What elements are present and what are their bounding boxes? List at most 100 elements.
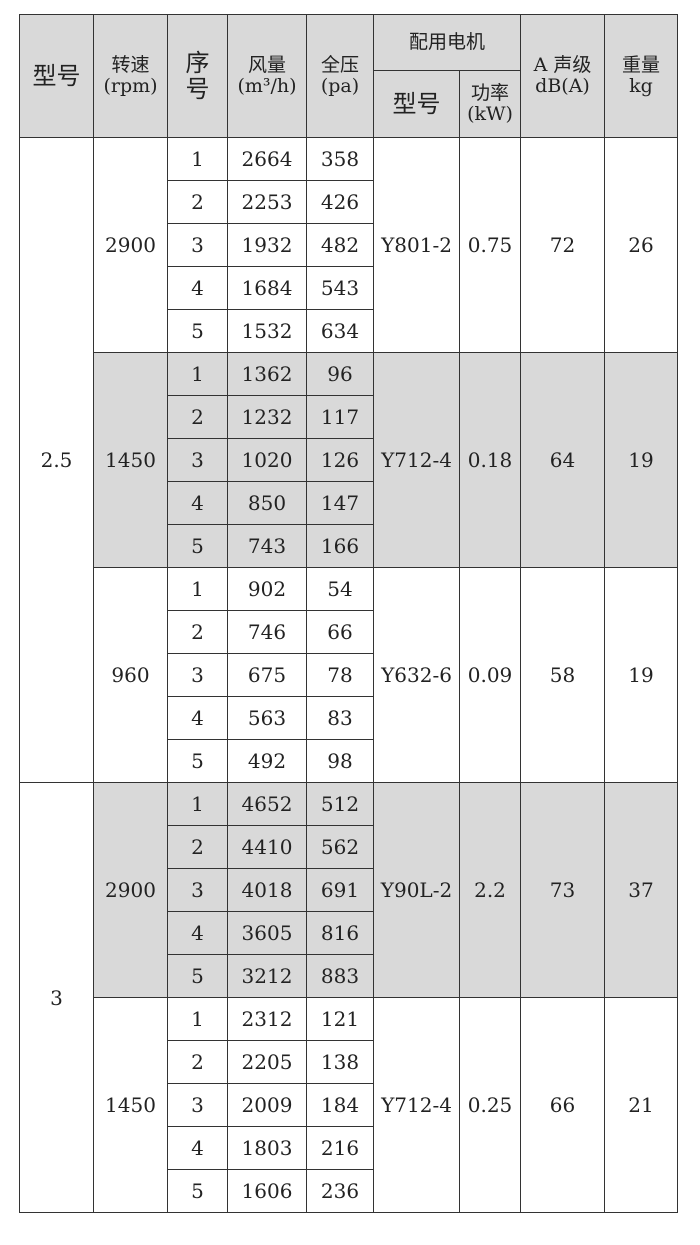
seq-cell: 2: [167, 1040, 228, 1084]
pressure-cell: 83: [306, 696, 374, 740]
table-row: 2 746 66: [20, 610, 678, 654]
weight-cell: 26: [604, 137, 679, 353]
speed-cell: 2900: [93, 782, 168, 998]
seq-cell: 2: [167, 180, 228, 224]
flow-cell: 3605: [227, 911, 307, 955]
header-weight: 重量 kg: [604, 14, 679, 138]
speed-cell: 1450: [93, 352, 168, 568]
table-row: 3 2009 184: [20, 1083, 678, 1127]
table-row: 3 2900 1 4652 512 Y90L-2 2.2 73 37: [19, 782, 679, 1213]
motor-model-cell: Y712-4: [373, 352, 460, 568]
pressure-cell: 54: [306, 567, 374, 611]
flow-cell: 1232: [227, 395, 307, 439]
table-row: 5 492 98: [20, 739, 678, 783]
pressure-cell: 691: [306, 868, 374, 912]
table-row: 4 1803 216: [20, 1126, 678, 1170]
header-motor-model: 型号: [373, 70, 460, 138]
noise-cell: 64: [520, 352, 606, 568]
pressure-cell: 634: [306, 309, 374, 353]
seq-cell: 2: [167, 395, 228, 439]
flow-cell: 902: [227, 567, 307, 611]
seq-cell: 3: [167, 223, 228, 267]
seq-cell: 1: [167, 997, 228, 1041]
noise-cell: 73: [520, 782, 606, 998]
flow-cell: 2664: [227, 137, 307, 181]
seq-cell: 4: [167, 696, 228, 740]
pressure-cell: 138: [306, 1040, 374, 1084]
table-row: 5 1606 236: [20, 1169, 678, 1213]
table-row: 2 4410 562: [20, 825, 678, 869]
header-flow: 风量 (m³/h): [227, 14, 307, 138]
table-row: 3 675 78: [20, 653, 678, 697]
header-model: 型号: [19, 14, 94, 138]
table-row: 2 1232 117: [20, 395, 678, 439]
pressure-cell: 358: [306, 137, 374, 181]
model-cell: 3: [19, 782, 94, 1213]
flow-cell: 1684: [227, 266, 307, 310]
seq-cell: 5: [167, 739, 228, 783]
flow-cell: 1020: [227, 438, 307, 482]
header-motor: 配用电机: [372, 14, 522, 71]
header-seq: 序号: [167, 14, 228, 138]
seq-cell: 3: [167, 653, 228, 697]
table-row: 1450 1 2312 121 Y712-4 0.25 66 21: [20, 997, 679, 1213]
flow-cell: 1932: [227, 223, 307, 267]
speed-cell: 960: [93, 567, 168, 783]
seq-cell: 2: [167, 825, 228, 869]
seq-cell: 4: [167, 911, 228, 955]
pressure-cell: 78: [306, 653, 374, 697]
seq-cell: 1: [167, 567, 228, 611]
noise-cell: 66: [520, 997, 606, 1213]
flow-cell: 1532: [227, 309, 307, 353]
header-speed: 转速 (rpm): [93, 14, 168, 138]
motor-model-cell: Y90L-2: [373, 782, 460, 998]
seq-cell: 5: [167, 1169, 228, 1213]
noise-cell: 72: [520, 137, 606, 353]
flow-cell: 743: [227, 524, 307, 568]
seq-cell: 5: [167, 524, 228, 568]
flow-cell: 1803: [227, 1126, 307, 1170]
weight-cell: 19: [604, 352, 679, 568]
pressure-cell: 184: [306, 1083, 374, 1127]
flow-cell: 492: [227, 739, 307, 783]
table-body: 2.5 2900 1 2664 358 Y801-2 0.75 72 26 2 2253 426 3 19…: [19, 137, 679, 1213]
table-row: 5 1532 634: [20, 309, 678, 353]
seq-cell: 5: [167, 954, 228, 998]
table-row: 3 1020 126: [20, 438, 678, 482]
pressure-cell: 883: [306, 954, 374, 998]
flow-cell: 4018: [227, 868, 307, 912]
pressure-cell: 117: [306, 395, 374, 439]
weight-cell: 21: [604, 997, 679, 1213]
flow-cell: 675: [227, 653, 307, 697]
pressure-cell: 236: [306, 1169, 374, 1213]
header-noise: A 声级 dB(A): [520, 14, 606, 138]
flow-cell: 3212: [227, 954, 307, 998]
table-row: 4 850 147: [20, 481, 678, 525]
table-row: 4 563 83: [20, 696, 678, 740]
flow-cell: 2009: [227, 1083, 307, 1127]
table-row: 2.5 2900 1 2664 358 Y801-2 0.75 72 26: [19, 137, 679, 783]
motor-model-cell: Y632-6: [373, 567, 460, 783]
seq-cell: 5: [167, 309, 228, 353]
pressure-cell: 96: [306, 352, 374, 396]
seq-cell: 4: [167, 481, 228, 525]
seq-cell: 1: [167, 137, 228, 181]
seq-cell: 4: [167, 266, 228, 310]
power-cell: 2.2: [458, 782, 522, 998]
pressure-cell: 543: [306, 266, 374, 310]
table-row: 5 743 166: [20, 524, 678, 568]
flow-cell: 746: [227, 610, 307, 654]
pressure-cell: 562: [306, 825, 374, 869]
pressure-cell: 426: [306, 180, 374, 224]
pressure-cell: 166: [306, 524, 374, 568]
pressure-cell: 147: [306, 481, 374, 525]
table-row: 3 4018 691: [20, 868, 678, 912]
seq-cell: 2: [167, 610, 228, 654]
speed-cell: 2900: [93, 137, 168, 353]
pressure-cell: 121: [306, 997, 374, 1041]
power-cell: 0.18: [458, 352, 522, 568]
noise-cell: 58: [520, 567, 606, 783]
pressure-cell: 66: [306, 610, 374, 654]
flow-cell: 850: [227, 481, 307, 525]
seq-cell: 3: [167, 1083, 228, 1127]
